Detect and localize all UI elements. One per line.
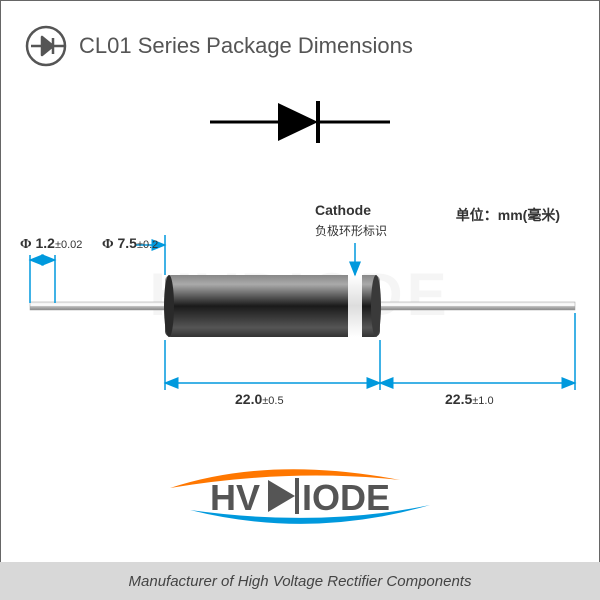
- svg-text:IODE: IODE: [302, 477, 390, 518]
- dim-lead-len: 22.5±1.0: [445, 391, 494, 407]
- footer-text: Manufacturer of High Voltage Rectifier C…: [129, 573, 472, 590]
- dim-body-len: 22.0±0.5: [235, 391, 284, 407]
- diode-schematic-symbol: [210, 95, 390, 150]
- page-title: CL01 Series Package Dimensions: [79, 33, 413, 59]
- header: CL01 Series Package Dimensions: [25, 25, 413, 67]
- diode-circle-icon: [25, 25, 67, 67]
- package-diagram: Φ 1.2±0.02 Φ 7.5±0.2 22.0±0.5 22.5±1.0: [20, 195, 580, 425]
- dim-body-dia: Φ 7.5±0.2: [102, 235, 158, 253]
- dim-lead-dia: Φ 1.2±0.02: [20, 235, 82, 253]
- brand-logo: HV IODE: [150, 450, 450, 545]
- footer-bar: Manufacturer of High Voltage Rectifier C…: [0, 562, 600, 600]
- svg-text:HV: HV: [210, 477, 260, 518]
